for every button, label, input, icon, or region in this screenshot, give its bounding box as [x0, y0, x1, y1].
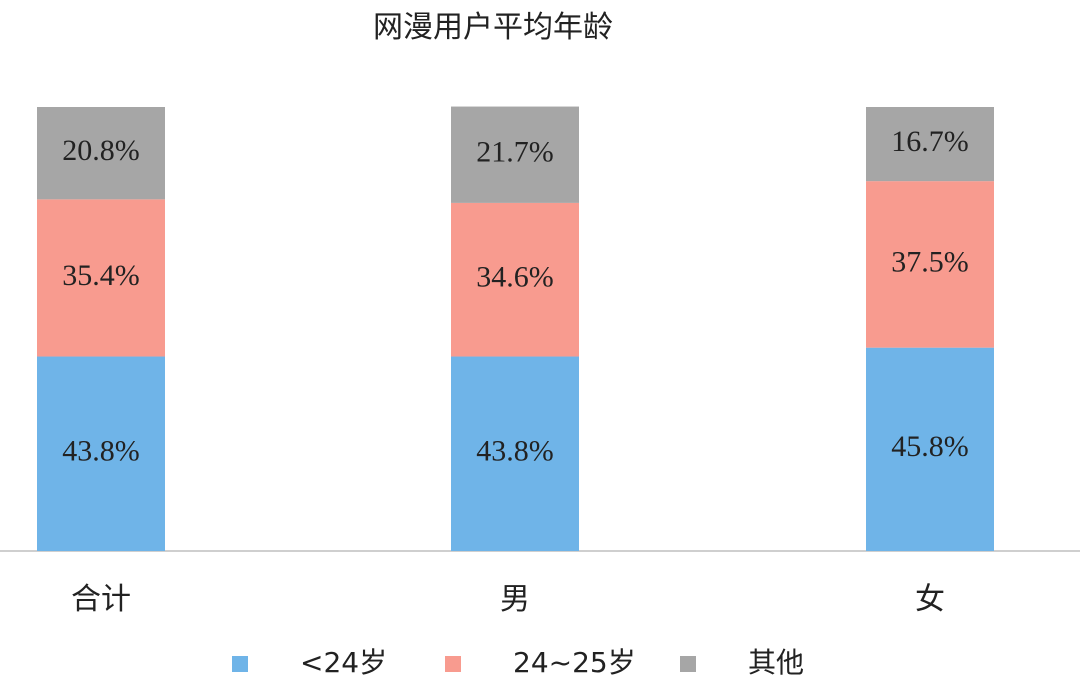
x-tick-label: 合计 — [71, 583, 131, 616]
legend-swatch — [232, 656, 248, 672]
legend-swatch — [680, 656, 696, 672]
bar-segment — [451, 356, 579, 551]
data-label: 21.7% — [476, 136, 554, 169]
bar-segment — [451, 202, 579, 357]
legend-swatch — [445, 656, 461, 672]
chart-title: 网漫用户平均年龄 — [373, 11, 613, 44]
bar-segment — [37, 356, 165, 551]
bar-segment — [451, 106, 579, 203]
legend-label: 其他 — [748, 646, 804, 679]
data-label: 20.8% — [62, 134, 140, 167]
legend-label: 24~25岁 — [513, 646, 636, 679]
bar-segment — [866, 107, 994, 182]
legend-label: <24岁 — [300, 646, 387, 679]
x-tick-label: 男 — [500, 583, 530, 616]
bar-segment — [37, 107, 165, 200]
data-label: 43.8% — [62, 435, 140, 468]
bar-segment — [866, 347, 994, 551]
data-label: 16.7% — [891, 125, 969, 158]
data-label: 34.6% — [476, 261, 554, 294]
bar-segment — [866, 181, 994, 348]
bar-segment — [37, 199, 165, 357]
x-tick-label: 女 — [915, 583, 945, 616]
data-label: 45.8% — [891, 430, 969, 463]
data-label: 35.4% — [62, 259, 140, 292]
data-label: 43.8% — [476, 435, 554, 468]
data-label: 37.5% — [891, 245, 969, 278]
